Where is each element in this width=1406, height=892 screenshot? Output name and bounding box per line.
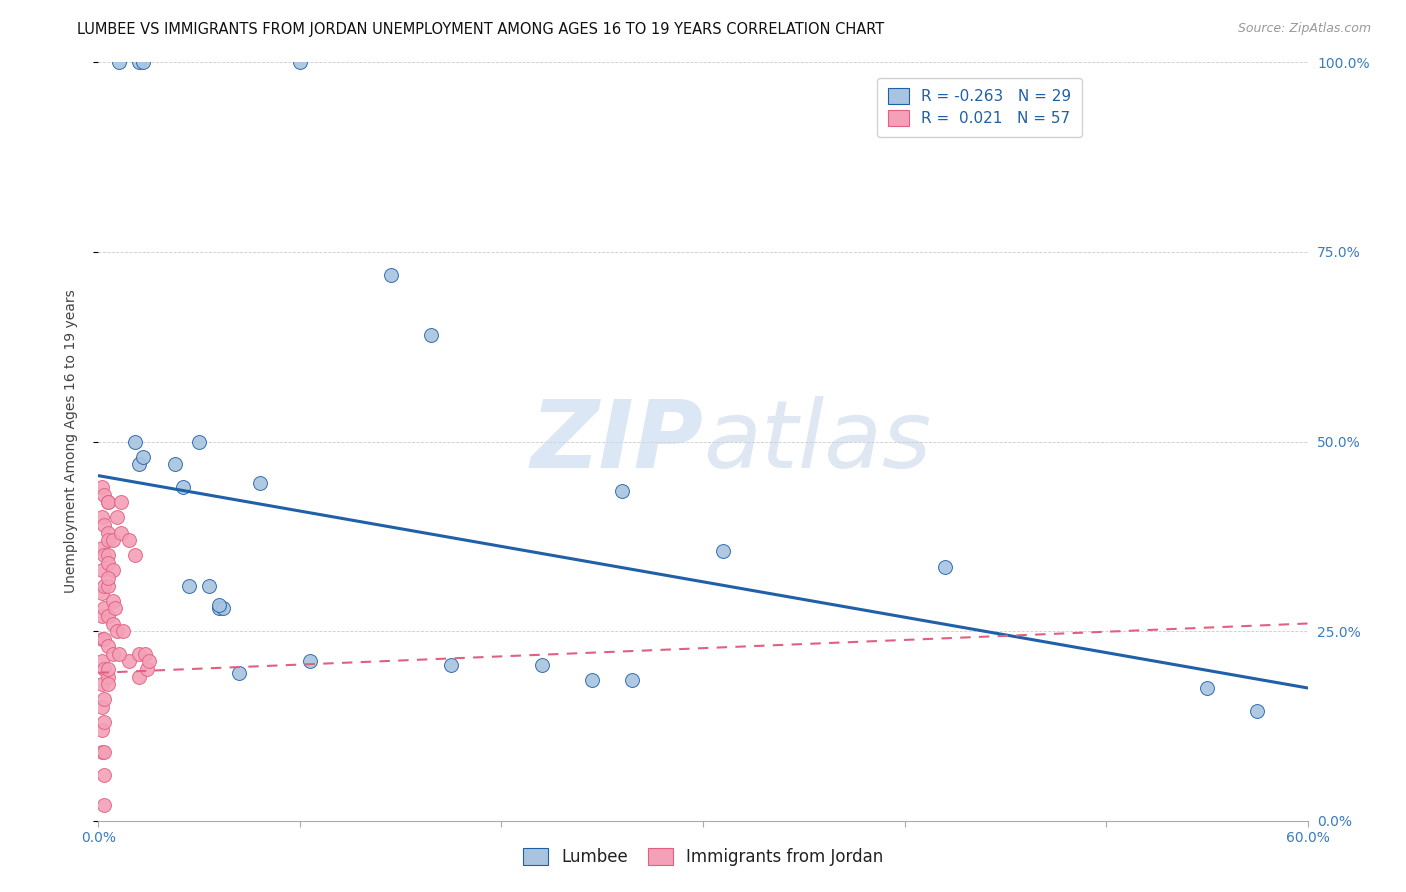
Point (128, 647, 150, 661)
Text: atlas: atlas (703, 396, 931, 487)
Point (103, 601, 125, 615)
Point (212, 601, 235, 615)
Point (228, 665, 250, 680)
Point (134, 647, 156, 661)
Point (107, 55, 129, 70)
Point (93, 798, 115, 813)
Point (101, 564, 124, 578)
Point (621, 673, 644, 688)
Point (93, 632, 115, 646)
Point (91, 608, 114, 623)
Point (91, 632, 114, 646)
Point (105, 510, 128, 524)
Point (132, 55, 155, 70)
Point (138, 655, 160, 669)
Point (188, 434, 211, 449)
Point (97, 669, 120, 683)
Text: ZIP: ZIP (530, 395, 703, 488)
Point (91, 564, 114, 578)
Point (101, 647, 124, 661)
Point (110, 495, 132, 509)
Point (91, 541, 114, 555)
Point (380, 268, 402, 282)
Point (135, 662, 157, 676)
Point (91, 723, 114, 737)
Point (132, 450, 155, 464)
Point (934, 559, 956, 574)
Point (97, 677, 120, 691)
Point (91, 746, 114, 760)
Point (97, 533, 120, 548)
Point (93, 601, 115, 615)
Point (163, 458, 186, 472)
Point (110, 525, 132, 540)
Text: LUMBEE VS IMMIGRANTS FROM JORDAN UNEMPLOYMENT AMONG AGES 16 TO 19 YEARS CORRELAT: LUMBEE VS IMMIGRANTS FROM JORDAN UNEMPLO… (77, 22, 884, 37)
Point (128, 55, 150, 70)
Point (91, 655, 114, 669)
Point (101, 533, 124, 548)
Y-axis label: Unemployment Among Ages 16 to 19 years: Unemployment Among Ages 16 to 19 years (63, 290, 77, 593)
Point (198, 579, 221, 593)
Point (208, 598, 231, 612)
Point (97, 495, 120, 509)
Point (101, 594, 124, 608)
Point (93, 579, 115, 593)
Point (105, 624, 128, 639)
Point (91, 699, 114, 714)
Point (97, 579, 120, 593)
Point (93, 715, 115, 730)
Point (97, 556, 120, 570)
Point (420, 328, 443, 343)
Point (179, 579, 201, 593)
Text: Source: ZipAtlas.com: Source: ZipAtlas.com (1237, 22, 1371, 36)
Point (299, 655, 322, 669)
Point (111, 624, 134, 639)
Point (93, 662, 115, 676)
Legend: R = -0.263   N = 29, R =  0.021   N = 57: R = -0.263 N = 29, R = 0.021 N = 57 (877, 78, 1083, 137)
Point (124, 548, 146, 563)
Point (128, 669, 150, 683)
Point (581, 673, 603, 688)
Legend: Lumbee, Immigrants from Jordan: Lumbee, Immigrants from Jordan (515, 840, 891, 875)
Point (118, 533, 141, 548)
Point (107, 647, 129, 661)
Point (91, 480, 114, 494)
Point (124, 434, 146, 449)
Point (128, 458, 150, 472)
Point (93, 768, 115, 782)
Point (1246, 704, 1268, 718)
Point (530, 658, 553, 673)
Point (97, 571, 120, 585)
Point (93, 548, 115, 563)
Point (1195, 681, 1218, 695)
Point (91, 510, 114, 524)
Point (172, 480, 194, 494)
Point (93, 746, 115, 760)
Point (97, 525, 120, 540)
Point (97, 495, 120, 509)
Point (288, 55, 311, 70)
Point (249, 476, 271, 491)
Point (208, 601, 231, 615)
Point (91, 586, 114, 600)
Point (93, 692, 115, 706)
Point (97, 639, 120, 653)
Point (440, 658, 463, 673)
Point (711, 544, 734, 558)
Point (97, 662, 120, 676)
Point (93, 487, 115, 501)
Point (97, 548, 120, 563)
Point (118, 655, 141, 669)
Point (97, 608, 120, 623)
Point (91, 677, 114, 691)
Point (612, 483, 634, 498)
Point (93, 517, 115, 532)
Point (101, 616, 124, 631)
